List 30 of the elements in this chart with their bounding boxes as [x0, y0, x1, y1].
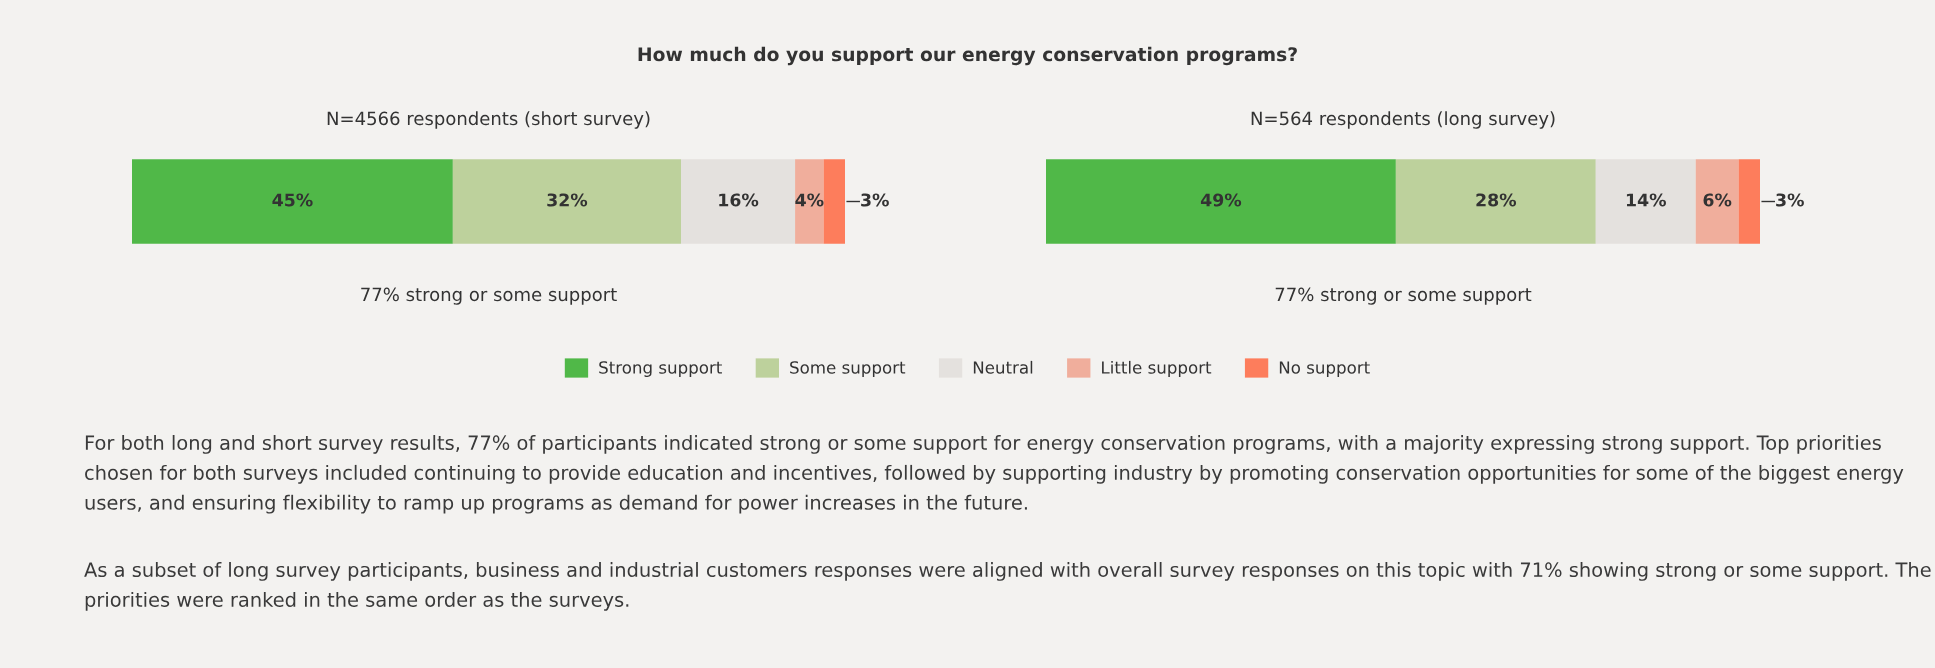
data-label: 3% — [1776, 193, 1804, 207]
data-label: 6% — [1703, 193, 1732, 207]
data-label: 32% — [547, 193, 588, 207]
bar — [1738, 159, 1760, 244]
data-label: 16% — [719, 193, 759, 207]
bar — [823, 159, 845, 244]
legend-label: Strong support — [599, 361, 722, 378]
text: 77% strong or some support — [361, 287, 617, 305]
text: As a subset of long survey participants, business and industrial customers responses were aligned with overall survey responses on this topic with 71% showing strong or some support. The priorities were ranked in the same order as the surveys. — [84, 562, 1931, 611]
data-label: 28% — [1476, 193, 1517, 207]
text: For both long and short survey results, 77% of participants indicated strong or some support for energy conservation programs, with a majority expressing strong support. Top priorities chosen for both surveys included continuing to provide education and incentives, followed by supporting industry by promoting conservation opportunities for some of the biggest energy users, and ensuring flexibility to ramp up programs as demand for power increases in the future. — [85, 435, 1904, 514]
chart-subtitle: N=564 respondents (long survey) — [1251, 111, 1555, 129]
data-label: 49% — [1200, 193, 1242, 207]
bar — [452, 159, 682, 244]
legend-label: No support — [1279, 361, 1370, 378]
text: 77% strong or some support — [1275, 287, 1532, 305]
legend-label: Some support — [790, 361, 906, 378]
legend-label: Little support — [1102, 360, 1212, 378]
bar — [1395, 159, 1596, 244]
data-label: 14% — [1626, 193, 1666, 207]
bar — [1595, 159, 1696, 244]
bar — [795, 159, 824, 244]
bar — [1695, 159, 1739, 244]
bar — [681, 159, 796, 244]
text: How much do you support our energy conservation programs? — [638, 46, 1297, 66]
data-label: 4% — [795, 193, 824, 207]
chart-subtitle: N=4566 respondents (short survey) — [327, 111, 650, 129]
legend-label: Neutral — [973, 360, 1033, 374]
data-label: 45% — [272, 193, 313, 207]
data-label: 3% — [861, 193, 889, 207]
